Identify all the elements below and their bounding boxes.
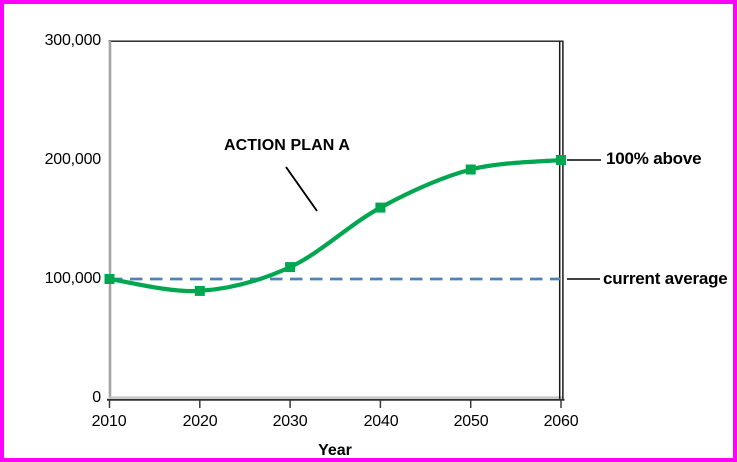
annotation-current-average: current average xyxy=(603,269,728,288)
x-tick-label: 2050 xyxy=(453,413,489,430)
x-tick-label: 2010 xyxy=(91,413,127,430)
y-tick-label: 300,000 xyxy=(44,32,102,49)
x-tick-label: 2040 xyxy=(363,413,399,430)
x-tick-label: 2030 xyxy=(272,413,308,430)
x-axis-title: Year xyxy=(318,442,352,459)
y-tick-label: 200,000 xyxy=(44,151,102,168)
annotation-100-above: 100% above xyxy=(606,149,702,168)
x-tick-label: 2060 xyxy=(543,413,579,430)
chart-canvas xyxy=(104,40,601,408)
annotation-action-plan: ACTION PLAN A xyxy=(223,137,351,154)
y-tick-label: 0 xyxy=(92,389,101,406)
y-tick-label: 100,000 xyxy=(44,270,102,287)
x-tick-label: 2020 xyxy=(182,413,218,430)
